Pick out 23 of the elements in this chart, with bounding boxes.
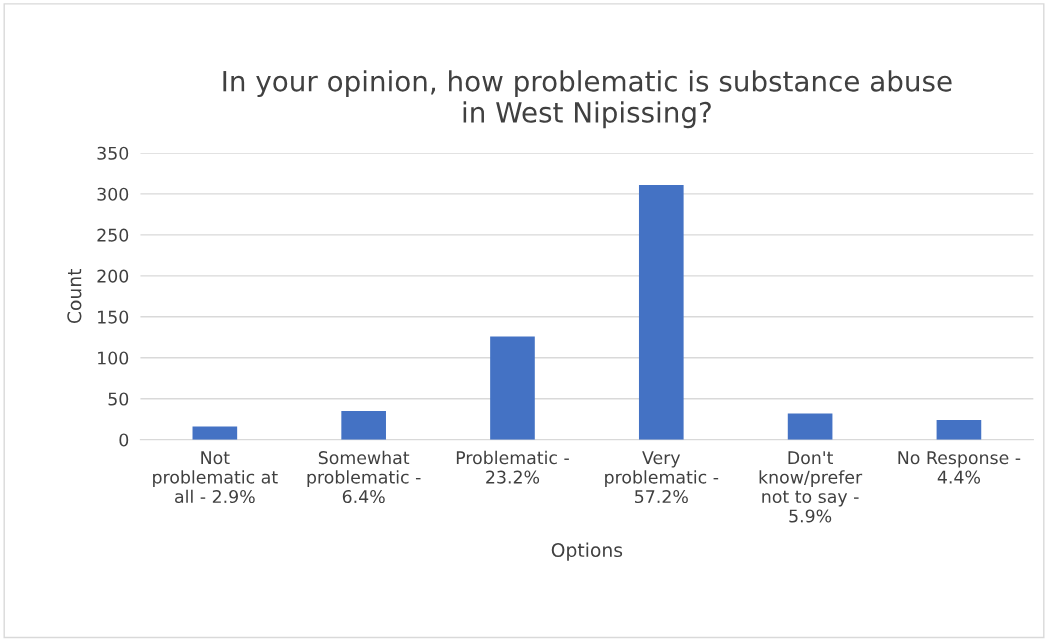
y-tick-label: 300 [97, 187, 129, 201]
y-tick-label: 100 [98, 351, 129, 365]
bar [341, 411, 386, 440]
x-tick-label: Problematic - 23.2% [456, 450, 569, 484]
bar [490, 336, 535, 440]
y-tick-label: 200 [97, 269, 129, 283]
x-tick-label: Very problematic - 57.2% [605, 451, 719, 504]
bar [638, 184, 684, 440]
chart-title: In your opinion, how problematic is substance abuse in West Nipissing? [223, 70, 952, 129]
y-tick-label: 0 [119, 433, 129, 447]
y-tick-label: 50 [108, 392, 129, 406]
y-tick-label: 150 [98, 310, 129, 324]
bar [787, 413, 833, 440]
x-axis-title: Options [551, 542, 623, 561]
x-tick-label: No Response - 4.4% [898, 451, 1021, 484]
bar [936, 420, 982, 440]
y-tick-label: 350 [97, 146, 129, 160]
x-tick-label: Not problematic at all - 2.9% [153, 451, 278, 504]
y-axis-title: Count [67, 268, 82, 324]
y-tick-label: 250 [97, 228, 129, 242]
x-tick-label: Don't know/prefer not to say - 5.9% [759, 451, 863, 523]
x-tick-label: Somewhat problematic - 6.4% [307, 450, 421, 504]
bar [192, 426, 238, 440]
